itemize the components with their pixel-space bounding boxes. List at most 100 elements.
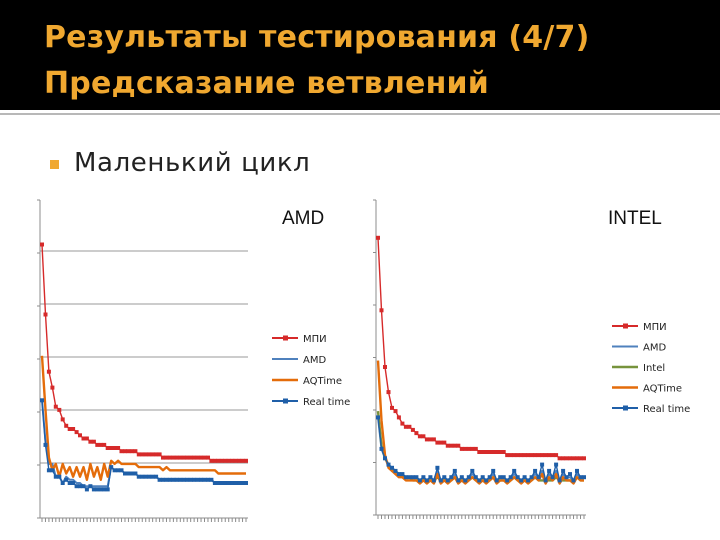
data-point-amd-3 xyxy=(244,481,248,485)
data-point-amd-0 xyxy=(43,312,48,317)
data-point-intel-0 xyxy=(428,437,433,442)
data-point-intel-4 xyxy=(452,468,457,473)
data-point-intel-4 xyxy=(473,475,478,480)
data-point-intel-4 xyxy=(533,468,538,473)
data-point-intel-4 xyxy=(470,468,475,473)
data-point-intel-4 xyxy=(526,478,531,483)
data-point-intel-4 xyxy=(445,478,450,483)
data-point-intel-4 xyxy=(421,475,426,480)
title-bar: Результаты тестирования (4/7) Предсказан… xyxy=(0,0,720,110)
data-point-intel-4 xyxy=(550,475,555,480)
data-point-intel-4 xyxy=(383,456,387,461)
data-point-intel-0 xyxy=(526,453,531,458)
data-point-intel-0 xyxy=(396,415,401,420)
data-point-intel-4 xyxy=(529,475,534,480)
data-point-amd-0 xyxy=(244,458,248,463)
data-point-amd-3 xyxy=(199,477,204,482)
data-point-amd-0 xyxy=(102,442,107,447)
data-point-amd-3 xyxy=(195,477,200,482)
data-point-amd-3 xyxy=(181,477,186,482)
data-point-intel-0 xyxy=(452,443,457,448)
data-point-amd-0 xyxy=(188,455,193,460)
data-point-amd-0 xyxy=(178,455,183,460)
data-point-intel-0 xyxy=(403,424,408,429)
data-point-amd-3 xyxy=(206,477,210,482)
data-point-amd-3 xyxy=(223,481,228,485)
data-point-intel-0 xyxy=(386,390,391,395)
data-point-amd-3 xyxy=(171,477,176,482)
data-point-amd-0 xyxy=(157,452,162,457)
data-point-intel-4 xyxy=(477,478,482,483)
data-point-intel-0 xyxy=(582,456,586,461)
data-point-intel-0 xyxy=(498,450,503,454)
data-point-intel-0 xyxy=(466,446,471,451)
data-point-intel-0 xyxy=(407,424,412,429)
data-point-intel-4 xyxy=(554,462,559,467)
data-point-amd-3 xyxy=(133,471,138,476)
slide-title-line-1: Результаты тестирования (4/7) xyxy=(44,20,590,55)
data-point-amd-0 xyxy=(226,458,231,463)
data-point-intel-0 xyxy=(473,446,478,451)
data-point-intel-0 xyxy=(554,453,559,458)
data-point-intel-0 xyxy=(459,446,464,451)
data-point-amd-0 xyxy=(91,439,96,444)
data-point-intel-4 xyxy=(578,475,583,480)
data-point-amd-3 xyxy=(174,477,179,482)
legend-label: Intel xyxy=(643,363,665,374)
data-point-intel-4 xyxy=(505,478,510,483)
data-point-amd-3 xyxy=(88,484,93,489)
data-point-intel-4 xyxy=(543,478,548,483)
data-point-amd-3 xyxy=(119,468,124,473)
data-point-amd-0 xyxy=(143,452,148,457)
data-point-intel-4 xyxy=(424,478,429,483)
data-point-amd-0 xyxy=(57,407,62,412)
data-point-amd-3 xyxy=(202,477,207,482)
data-point-intel-0 xyxy=(575,456,579,461)
data-point-amd-0 xyxy=(164,455,169,460)
data-point-intel-0 xyxy=(512,453,517,458)
legend-label: Real time xyxy=(643,404,690,415)
data-point-intel-0 xyxy=(379,308,384,313)
data-point-intel-0 xyxy=(414,431,419,436)
data-point-intel-0 xyxy=(557,456,562,461)
data-point-intel-4 xyxy=(508,475,513,480)
data-point-intel-4 xyxy=(386,462,391,467)
data-point-amd-3 xyxy=(212,481,217,485)
data-point-amd-3 xyxy=(147,474,152,479)
data-point-amd-0 xyxy=(171,455,176,460)
data-point-amd-0 xyxy=(167,455,172,460)
data-point-intel-4 xyxy=(456,478,461,483)
data-point-intel-4 xyxy=(438,478,443,483)
series-line-amd-2 xyxy=(40,355,246,481)
legend-marker xyxy=(283,398,288,404)
data-point-amd-0 xyxy=(174,455,179,460)
data-point-amd-0 xyxy=(216,458,221,463)
data-point-amd-0 xyxy=(154,452,159,457)
data-point-intel-0 xyxy=(508,453,513,458)
data-point-amd-0 xyxy=(136,452,141,457)
data-point-amd-0 xyxy=(212,458,217,463)
data-point-intel-4 xyxy=(582,475,586,480)
data-point-amd-0 xyxy=(209,458,214,463)
chart-title-intel: INTEL xyxy=(608,208,662,229)
data-point-intel-4 xyxy=(435,465,440,470)
data-point-intel-4 xyxy=(498,475,503,480)
data-point-amd-3 xyxy=(150,474,155,479)
data-point-amd-0 xyxy=(129,449,134,454)
legend-marker xyxy=(623,323,628,329)
data-point-intel-0 xyxy=(540,453,545,458)
data-point-amd-0 xyxy=(95,442,100,447)
data-point-amd-3 xyxy=(50,468,55,473)
legend-label: Real time xyxy=(303,397,350,408)
data-point-intel-0 xyxy=(529,453,534,458)
data-point-intel-0 xyxy=(393,409,398,414)
data-point-intel-4 xyxy=(512,468,517,473)
data-point-intel-4 xyxy=(393,468,398,473)
data-point-intel-0 xyxy=(494,450,499,454)
data-point-amd-3 xyxy=(219,481,224,485)
data-point-intel-4 xyxy=(417,478,422,483)
data-point-amd-3 xyxy=(60,481,65,485)
